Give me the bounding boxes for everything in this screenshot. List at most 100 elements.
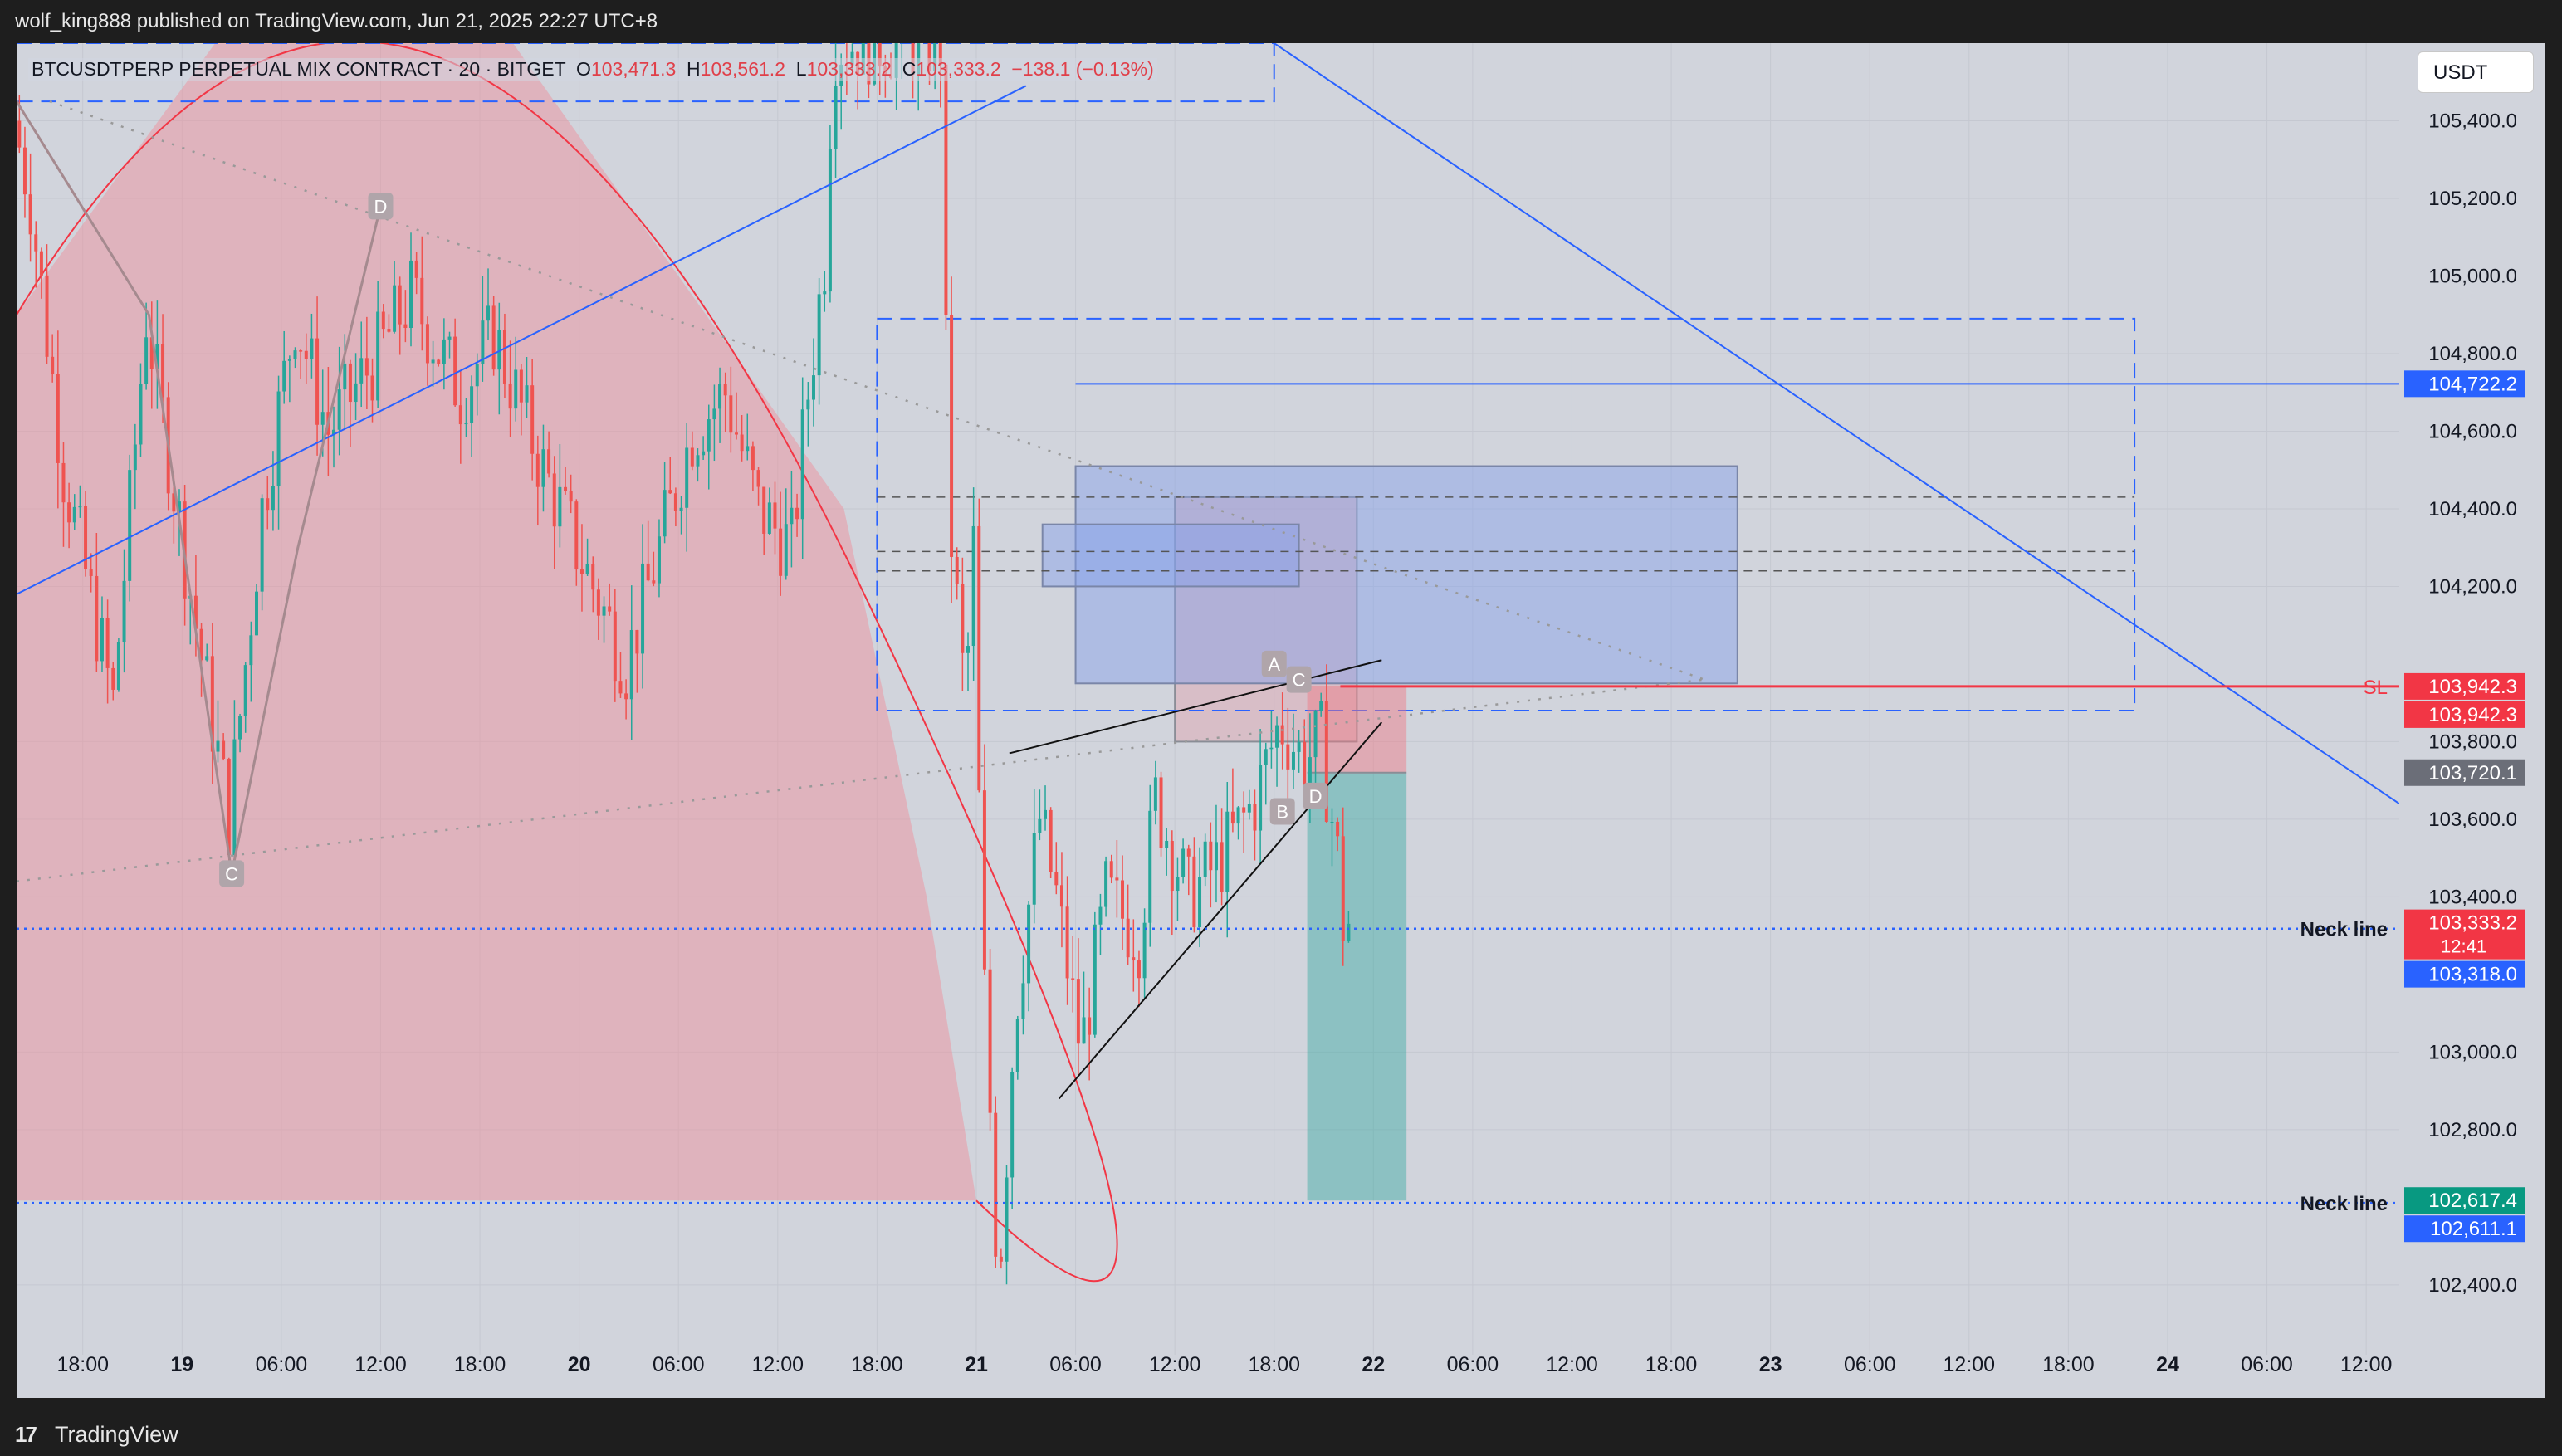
candle-body — [453, 336, 457, 406]
candle-body — [624, 693, 628, 700]
candle-body — [1054, 872, 1059, 886]
candle-body — [89, 569, 93, 576]
position-risk-box — [1307, 686, 1407, 773]
candle-body — [608, 606, 612, 612]
low-value: 103,333.2 — [806, 58, 892, 80]
brand-name[interactable]: TradingView — [55, 1422, 178, 1447]
candle-body — [271, 486, 275, 511]
candle-body — [982, 790, 986, 970]
change-value: −138.1 (−0.13%) — [1011, 58, 1154, 80]
candle-body — [784, 524, 788, 576]
candle-body — [961, 584, 965, 653]
candle-body — [927, 43, 931, 71]
dashed-top-box — [17, 43, 1275, 103]
candle-body — [343, 363, 347, 390]
candle-body — [128, 470, 132, 581]
candle-body — [558, 486, 562, 527]
neck-line-label: Neck line — [2300, 919, 2388, 941]
candle-body — [767, 502, 771, 534]
low-label: L — [795, 58, 807, 80]
candle-body — [646, 563, 650, 581]
candle-body — [227, 758, 231, 855]
candle-body — [635, 630, 639, 654]
price-tick-label: 104,800.0 — [2428, 343, 2517, 365]
symbol-title: BTCUSDTPERP PERPETUAL MIX CONTRACT · 20 … — [32, 58, 566, 80]
candle-body — [431, 359, 435, 364]
candle-body — [354, 383, 358, 403]
candle-body — [696, 455, 700, 467]
time-tick-label: 18:00 — [851, 1353, 903, 1376]
time-tick-label: 06:00 — [1049, 1353, 1102, 1376]
candle-body — [414, 260, 418, 278]
time-tick-label: 12:00 — [354, 1353, 407, 1376]
candle-body — [133, 444, 137, 471]
candle-body — [740, 434, 744, 452]
candle-body — [144, 337, 149, 384]
candle-body — [222, 740, 226, 759]
candle-body — [116, 642, 120, 690]
currency-button[interactable]: USDT — [2418, 51, 2534, 93]
candle-body — [359, 358, 364, 384]
candle-body — [238, 716, 242, 740]
candle-body — [364, 358, 369, 376]
candle-body — [78, 506, 82, 508]
candle-body — [1093, 924, 1097, 1035]
candle-body — [541, 449, 545, 487]
candle-body — [320, 412, 325, 425]
candle-body — [729, 395, 733, 433]
candle-body — [977, 525, 981, 791]
dashed-range-box — [876, 317, 2136, 712]
candle-body — [1021, 983, 1025, 1019]
pattern-point-label: A — [1268, 654, 1280, 675]
harmonic-pattern-area — [17, 43, 976, 1201]
candle-body — [45, 275, 49, 357]
pattern-point-label: C — [1293, 670, 1306, 691]
price-tick-label: 102,800.0 — [2428, 1119, 2517, 1141]
candle-body — [1088, 1017, 1092, 1035]
candle-body — [1044, 809, 1048, 819]
candle-body — [1032, 833, 1036, 905]
candle-body — [1159, 777, 1163, 848]
candle-body — [795, 507, 799, 520]
candle-body — [67, 502, 71, 523]
time-tick-label: 19 — [170, 1353, 193, 1376]
candle-body — [564, 486, 568, 491]
candle-body — [199, 628, 203, 661]
time-tick-label: 23 — [1759, 1353, 1782, 1376]
candle-body — [34, 234, 38, 252]
candle-body — [287, 359, 291, 361]
candle-body — [310, 338, 314, 359]
candle-body — [690, 447, 694, 467]
pattern-point-label: D — [374, 196, 388, 217]
candle-body — [299, 350, 303, 352]
candle-body — [668, 490, 672, 494]
pattern-point-label: D — [1309, 786, 1323, 807]
pattern-point-marker — [1286, 666, 1312, 693]
high-value: 103,561.2 — [700, 58, 785, 80]
candle-body — [409, 260, 413, 329]
candle-body — [232, 739, 237, 855]
publish-line: wolf_king888 published on TradingView.co… — [15, 10, 658, 32]
candle-body — [790, 507, 794, 525]
candle-body — [1098, 906, 1103, 925]
candle-body — [569, 491, 573, 502]
candle-body — [1242, 807, 1246, 813]
tradingview-logo-icon[interactable]: 17 — [15, 1422, 37, 1447]
candle-body — [1076, 979, 1080, 1044]
candle-body — [800, 409, 804, 520]
candle-body — [149, 337, 154, 369]
candle-body — [486, 305, 491, 321]
candle-body — [437, 359, 441, 364]
price-tick-label: 104,400.0 — [2428, 498, 2517, 520]
candle-body — [376, 311, 380, 401]
candle-body — [552, 473, 556, 527]
candle-body — [773, 502, 777, 529]
candle-body — [95, 575, 99, 662]
candle-body — [1275, 725, 1279, 748]
time-tick-label: 06:00 — [1447, 1353, 1499, 1376]
candle-body — [348, 363, 352, 403]
candle-body — [817, 294, 821, 376]
candle-body — [282, 360, 286, 392]
